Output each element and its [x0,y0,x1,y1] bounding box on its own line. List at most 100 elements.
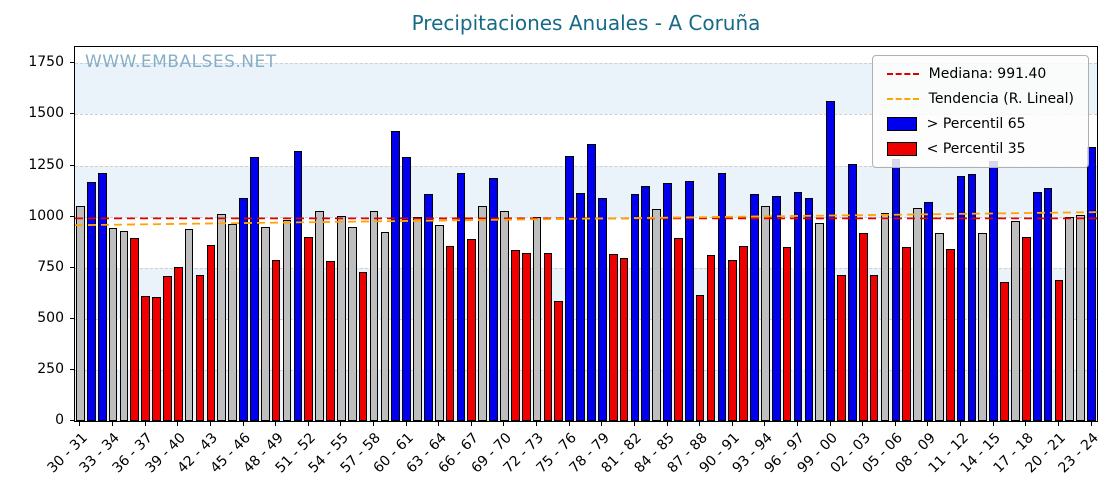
bar-58-59 [380,231,390,421]
bar-68-69 [489,177,498,421]
x-tick-mark [372,422,374,426]
y-tick-mark [70,420,74,421]
y-tick-label: 250 [37,360,64,377]
x-tick-mark [177,422,179,426]
bar-53-54 [326,260,335,421]
bar-34-35 [119,230,129,421]
bar-41-42 [195,274,205,421]
bar-19-20 [1043,188,1053,421]
below-swatch [886,142,917,156]
bar-18-19 [1032,192,1042,421]
bar-96-97 [793,192,803,421]
trend-line-sample [886,98,919,100]
x-axis: 30 - 31 33 - 34 36 - 37 39 - 40 42 - 43 45 - … [44,422,1102,500]
legend-row-above: > Percentil 65 [886,116,1074,132]
chart-title: Precipitaciones Anuales - A Coruña [411,11,761,35]
bar-40-41 [184,228,194,421]
above-swatch [886,117,917,131]
bar-07-08 [913,208,922,421]
x-tick-mark [633,422,635,426]
legend-row-trend: Tendencia (R. Lineal) [886,91,1074,107]
x-tick-mark [894,422,896,426]
x-tick-mark [470,422,472,426]
bar-87-88 [695,295,705,421]
gridlines [75,47,1097,421]
y-tick-mark [70,164,74,166]
x-tick-mark [1025,422,1027,426]
x-tick-mark [699,422,701,426]
bar-12-13 [967,173,977,421]
bar-03-04 [869,274,879,421]
bar-37-38 [152,297,161,421]
reference-lines [75,211,1097,227]
x-tick-mark [992,422,994,426]
x-tick-mark [307,422,309,426]
legend-label-trend: Tendencia (R. Lineal) [928,91,1074,107]
bar-35-36 [130,238,140,421]
bar-22-23 [1076,214,1086,421]
gridline [75,63,1097,65]
x-tick-mark [536,422,538,426]
bar-78-79 [597,198,607,421]
bar-13-14 [978,232,988,421]
bar-89-90 [717,172,727,421]
bar-42-43 [206,245,216,421]
bar-62-63 [424,194,433,421]
legend-row-median: Mediana: 991.40 [886,66,1074,82]
x-tick-mark [568,422,570,426]
y-tick-label: 1000 [28,207,64,224]
bar-77-78 [587,144,596,421]
x-tick-mark [209,422,211,426]
bar-52-53 [315,210,324,421]
bar-75-76 [565,156,575,421]
bar-83-84 [652,209,661,421]
bar-95-96 [782,247,792,421]
bar-61-62 [413,216,422,421]
bar-70-71 [510,250,520,421]
legend-label-median: Mediana: 991.40 [928,66,1047,82]
y-tick-mark [70,215,74,217]
bar-46-47 [250,157,259,421]
bar-55-56 [347,226,357,421]
y-tick-label: 1500 [28,105,64,122]
x-tick-mark [1057,422,1059,426]
bar-54-55 [337,215,346,421]
x-tick-mark [503,422,505,426]
x-tick-mark [764,422,766,426]
x-tick-mark [1090,422,1092,426]
bar-99-00 [826,101,835,421]
bar-30-31 [76,206,85,421]
y-tick-label: 1750 [28,54,64,71]
bar-23-24 [1087,147,1096,421]
legend: Mediana: 991.40 Tendencia (R. Lineal) > … [871,55,1089,168]
bar-33-34 [108,227,118,421]
bar-39-40 [173,266,183,421]
bar-93-94 [761,206,770,421]
bar-73-74 [543,253,553,421]
x-tick-mark [829,422,831,426]
bar-56-57 [358,271,368,421]
bar-08-09 [924,202,933,421]
bar-76-77 [576,193,585,421]
y-tick-mark [70,266,74,268]
gridline [75,267,1097,269]
bar-10-11 [945,249,955,421]
bar-09-10 [935,232,944,421]
bar-98-99 [815,222,825,421]
bar-49-50 [282,219,292,421]
x-tick-mark [666,422,668,426]
x-tick-mark [405,422,407,426]
x-tick-mark [144,422,146,426]
bar-80-81 [619,257,629,421]
bar-72-73 [532,216,542,421]
bar-91-92 [739,246,748,421]
bar-04-05 [880,212,890,421]
x-tick-mark [112,422,114,426]
bar-69-70 [500,210,509,421]
gridline [75,165,1097,167]
bar-81-82 [630,194,640,421]
y-tick-label: 0 [55,412,64,428]
bar-48-49 [271,259,281,421]
bar-20-21 [1054,279,1064,421]
